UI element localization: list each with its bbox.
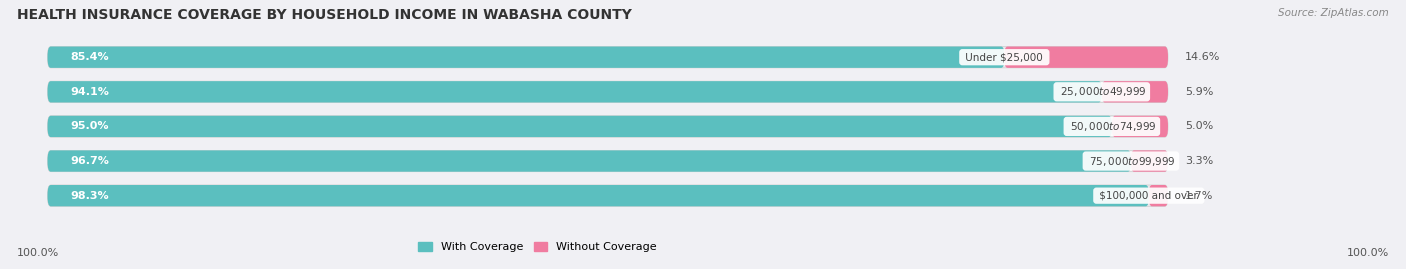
Text: 5.9%: 5.9% [1185, 87, 1213, 97]
FancyBboxPatch shape [1130, 150, 1168, 172]
Text: 100.0%: 100.0% [17, 248, 59, 258]
Legend: With Coverage, Without Coverage: With Coverage, Without Coverage [413, 237, 661, 256]
FancyBboxPatch shape [48, 185, 1149, 206]
Text: 5.0%: 5.0% [1185, 121, 1213, 132]
Text: 1.7%: 1.7% [1185, 191, 1213, 201]
Text: $25,000 to $49,999: $25,000 to $49,999 [1057, 85, 1147, 98]
FancyBboxPatch shape [48, 150, 1168, 172]
FancyBboxPatch shape [48, 81, 1168, 102]
Text: $50,000 to $74,999: $50,000 to $74,999 [1067, 120, 1157, 133]
FancyBboxPatch shape [48, 81, 1102, 102]
Text: 95.0%: 95.0% [70, 121, 108, 132]
FancyBboxPatch shape [48, 116, 1112, 137]
FancyBboxPatch shape [48, 150, 1130, 172]
FancyBboxPatch shape [48, 47, 1168, 68]
FancyBboxPatch shape [1102, 81, 1168, 102]
Text: 85.4%: 85.4% [70, 52, 108, 62]
Text: HEALTH INSURANCE COVERAGE BY HOUSEHOLD INCOME IN WABASHA COUNTY: HEALTH INSURANCE COVERAGE BY HOUSEHOLD I… [17, 8, 631, 22]
Text: Source: ZipAtlas.com: Source: ZipAtlas.com [1278, 8, 1389, 18]
Text: 98.3%: 98.3% [70, 191, 108, 201]
Text: $75,000 to $99,999: $75,000 to $99,999 [1085, 155, 1175, 168]
Text: Under $25,000: Under $25,000 [962, 52, 1046, 62]
Text: 94.1%: 94.1% [70, 87, 108, 97]
Text: 14.6%: 14.6% [1185, 52, 1220, 62]
Text: 3.3%: 3.3% [1185, 156, 1213, 166]
Text: 96.7%: 96.7% [70, 156, 108, 166]
FancyBboxPatch shape [1004, 47, 1168, 68]
FancyBboxPatch shape [1112, 116, 1168, 137]
FancyBboxPatch shape [48, 185, 1168, 206]
FancyBboxPatch shape [48, 47, 1004, 68]
Text: $100,000 and over: $100,000 and over [1097, 191, 1201, 201]
FancyBboxPatch shape [1149, 185, 1168, 206]
Text: 100.0%: 100.0% [1347, 248, 1389, 258]
FancyBboxPatch shape [48, 116, 1168, 137]
